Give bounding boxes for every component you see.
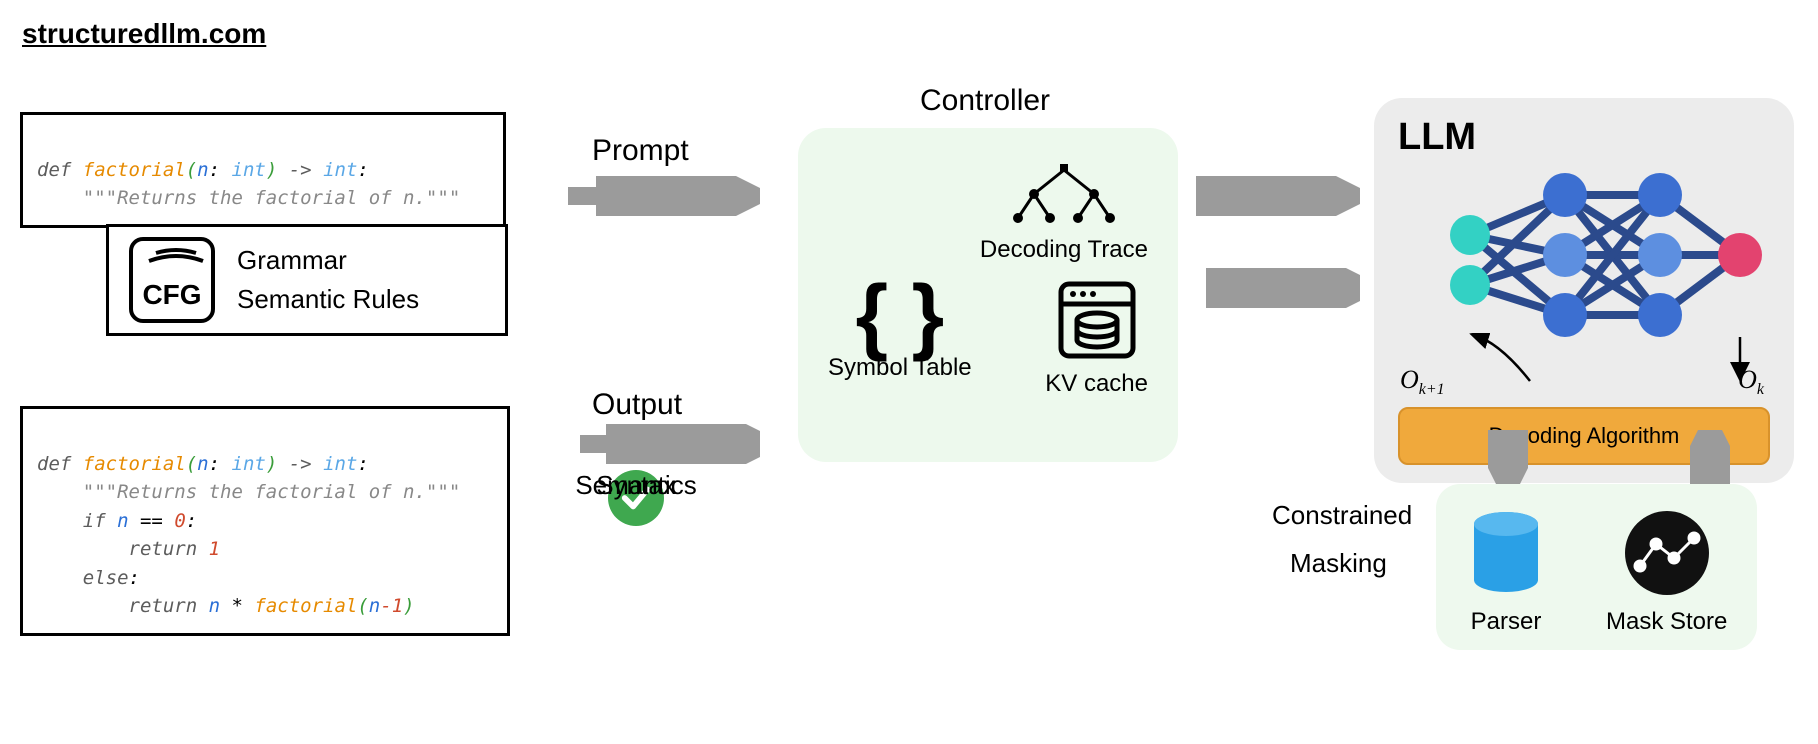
- ret-type: int: [323, 159, 357, 181]
- parser-label: Parser: [1471, 608, 1542, 636]
- grammar-box: CFG Grammar Semantic Rules: [106, 224, 508, 336]
- fn-name: factorial: [83, 159, 186, 181]
- out-minus: -: [380, 595, 391, 617]
- out-open: (: [186, 453, 197, 475]
- tree-icon: [1004, 160, 1124, 230]
- controller-box: Decoding Trace { } Symbol Table KV cache: [798, 128, 1178, 462]
- out-def: def: [37, 453, 83, 475]
- arrow-llm-to-parser: [1488, 430, 1528, 486]
- output-label: Output: [592, 388, 682, 422]
- code-input-box: def factorial(n: int) -> int: """Returns…: [20, 112, 506, 228]
- arrow-mask-to-llm: [1690, 430, 1730, 486]
- cfg-text: CFG: [142, 279, 201, 311]
- out-cond-n: n: [117, 510, 128, 532]
- out-one2: 1: [392, 595, 403, 617]
- out-type: int: [232, 453, 266, 475]
- feedback-arrows: [1410, 333, 1780, 393]
- out-argn: n: [369, 595, 380, 617]
- page-url: structuredllm.com: [22, 18, 266, 50]
- llm-box: LLM Ok+1 Ok Decoding Al: [1374, 98, 1794, 483]
- arrow-llm-to-ctrl: [1190, 268, 1360, 308]
- kv-cache-label: KV cache: [1045, 370, 1148, 398]
- out-close2: ): [403, 595, 414, 617]
- o-k1: Ok+1: [1400, 365, 1445, 399]
- paren-open: (: [186, 159, 197, 181]
- mask-store-label: Mask Store: [1606, 608, 1727, 636]
- mask-box: Parser Mask Store: [1436, 484, 1757, 650]
- cfg-icon: CFG: [129, 237, 215, 323]
- out-doc: """Returns the factorial of n.""": [83, 481, 461, 503]
- out-colon: :: [209, 453, 232, 475]
- prompt-label: Prompt: [592, 134, 689, 168]
- grammar-text: Grammar Semantic Rules: [237, 241, 419, 319]
- out-if-colon: :: [186, 510, 197, 532]
- arrow-prompt: [560, 176, 760, 216]
- masking-label: Masking: [1290, 548, 1387, 579]
- out-ret2: return: [129, 595, 209, 617]
- kv-cache-icon: [1055, 278, 1139, 362]
- param-n: n: [197, 159, 208, 181]
- out-arrow: ->: [277, 453, 323, 475]
- arrow-op: ->: [277, 159, 323, 181]
- colon: :: [209, 159, 232, 181]
- code-output-box: def factorial(n: int) -> int: """Returns…: [20, 406, 510, 636]
- out-open2: (: [357, 595, 368, 617]
- parser-icon: [1466, 508, 1546, 598]
- docstring: """Returns the factorial of n.""": [83, 187, 461, 209]
- out-else: else: [83, 567, 129, 589]
- arrow-ctrl-to-llm: [1190, 176, 1360, 216]
- llm-title: LLM: [1398, 116, 1770, 159]
- symbol-table-label: Symbol Table: [828, 354, 972, 382]
- out-rec: factorial: [254, 595, 357, 617]
- semantics-label: Semantics: [575, 470, 696, 501]
- o-k: Ok: [1738, 365, 1764, 399]
- decoding-trace-label: Decoding Trace: [980, 236, 1148, 264]
- paren-close: ): [266, 159, 277, 181]
- out-mul: *: [220, 595, 254, 617]
- out-fn: factorial: [83, 453, 186, 475]
- braces-icon: { }: [855, 278, 944, 354]
- network-icon: [1410, 165, 1780, 345]
- out-one: 1: [209, 538, 220, 560]
- end-colon: :: [357, 159, 368, 181]
- controller-label: Controller: [920, 84, 1050, 118]
- grammar-line1: Grammar: [237, 241, 419, 280]
- grammar-line2: Semantic Rules: [237, 280, 419, 319]
- out-n2: n: [209, 595, 220, 617]
- out-zero: 0: [174, 510, 185, 532]
- arrow-output: [560, 424, 760, 464]
- out-eq: ==: [129, 510, 175, 532]
- out-end: :: [357, 453, 368, 475]
- out-ret: int: [323, 453, 357, 475]
- mask-store-icon: [1622, 508, 1712, 598]
- constrained-label: Constrained: [1272, 500, 1412, 531]
- out-else-colon: :: [129, 567, 140, 589]
- type-int: int: [232, 159, 266, 181]
- out-close: ): [266, 453, 277, 475]
- out-param: n: [197, 453, 208, 475]
- out-ret1: return: [129, 538, 209, 560]
- out-if: if: [83, 510, 117, 532]
- kw-def: def: [37, 159, 83, 181]
